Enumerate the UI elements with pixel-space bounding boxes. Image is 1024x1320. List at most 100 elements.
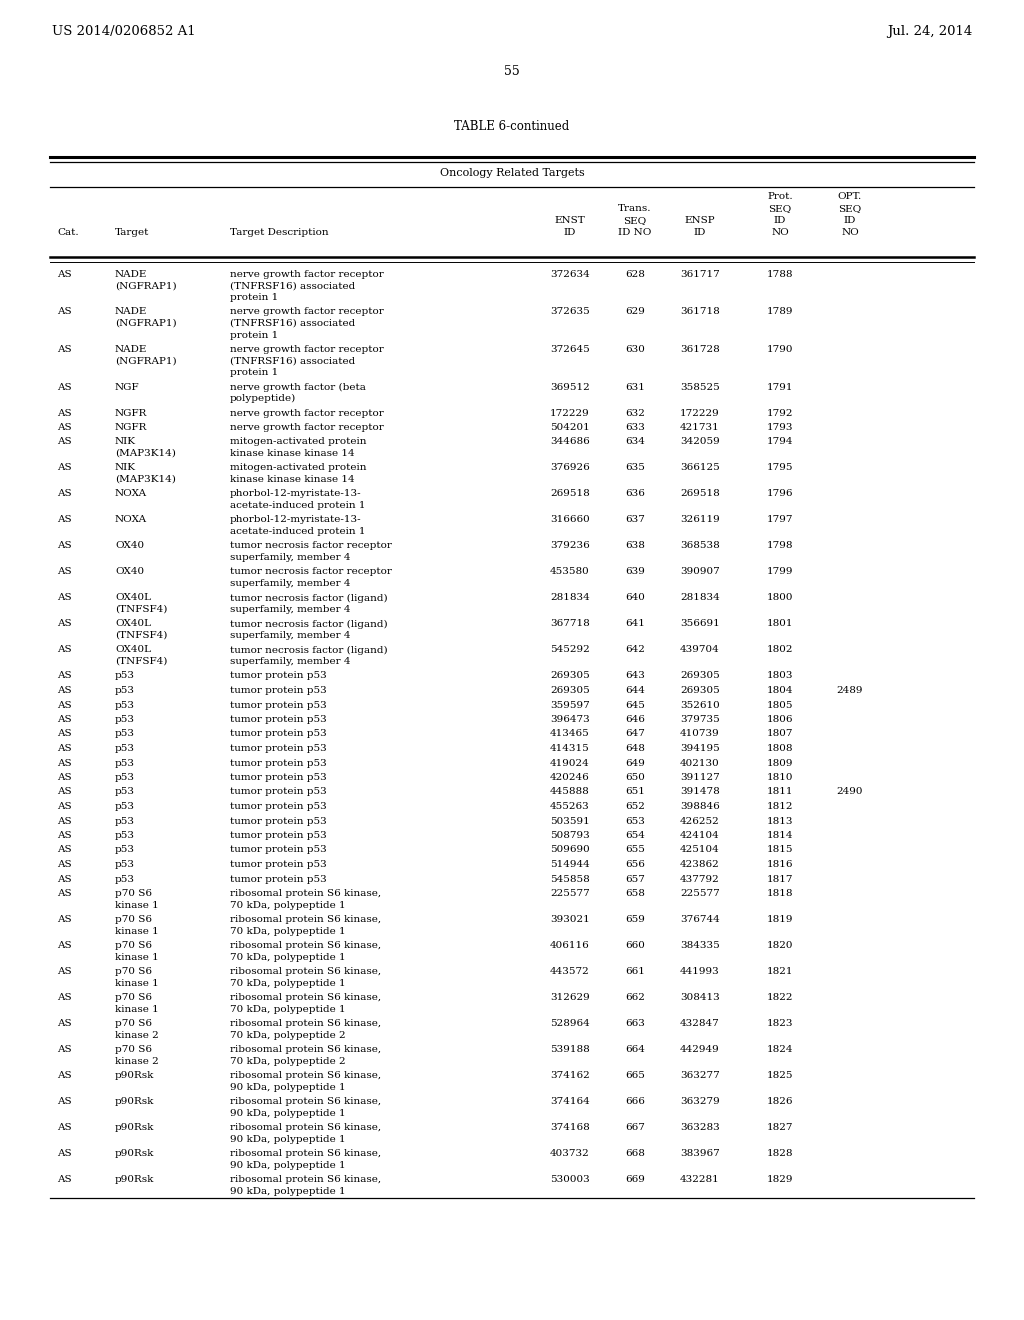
Text: ribosomal protein S6 kinase,: ribosomal protein S6 kinase, [230, 1148, 381, 1158]
Text: NOXA: NOXA [115, 516, 147, 524]
Text: 368538: 368538 [680, 541, 720, 550]
Text: AS: AS [57, 645, 72, 655]
Text: p90Rsk: p90Rsk [115, 1071, 155, 1080]
Text: 442949: 442949 [680, 1045, 720, 1053]
Text: 441993: 441993 [680, 968, 720, 975]
Text: 432281: 432281 [680, 1175, 720, 1184]
Text: AS: AS [57, 422, 72, 432]
Text: AS: AS [57, 915, 72, 924]
Text: 1800: 1800 [767, 594, 794, 602]
Text: 70 kDa, polypeptide 1: 70 kDa, polypeptide 1 [230, 927, 346, 936]
Text: 1816: 1816 [767, 861, 794, 869]
Text: Target Description: Target Description [230, 228, 329, 238]
Text: 1825: 1825 [767, 1071, 794, 1080]
Text: 372634: 372634 [550, 271, 590, 279]
Text: 269305: 269305 [680, 672, 720, 681]
Text: Prot.: Prot. [767, 191, 793, 201]
Text: ribosomal protein S6 kinase,: ribosomal protein S6 kinase, [230, 1071, 381, 1080]
Text: 660: 660 [625, 941, 645, 950]
Text: tumor protein p53: tumor protein p53 [230, 715, 327, 723]
Text: ribosomal protein S6 kinase,: ribosomal protein S6 kinase, [230, 1175, 381, 1184]
Text: OX40L: OX40L [115, 619, 151, 628]
Text: nerve growth factor receptor: nerve growth factor receptor [230, 271, 384, 279]
Text: phorbol-12-myristate-13-: phorbol-12-myristate-13- [230, 490, 361, 499]
Text: 650: 650 [625, 774, 645, 781]
Text: 1815: 1815 [767, 846, 794, 854]
Text: kinase 1: kinase 1 [115, 1005, 159, 1014]
Text: 421731: 421731 [680, 422, 720, 432]
Text: 361717: 361717 [680, 271, 720, 279]
Text: polypeptide): polypeptide) [230, 393, 296, 403]
Text: AS: AS [57, 271, 72, 279]
Text: kinase kinase kinase 14: kinase kinase kinase 14 [230, 449, 354, 458]
Text: 172229: 172229 [680, 408, 720, 417]
Text: 629: 629 [625, 308, 645, 317]
Text: 372645: 372645 [550, 345, 590, 354]
Text: tumor necrosis factor (ligand): tumor necrosis factor (ligand) [230, 645, 388, 655]
Text: NIK: NIK [115, 463, 136, 473]
Text: 1811: 1811 [767, 788, 794, 796]
Text: AS: AS [57, 888, 72, 898]
Text: 643: 643 [625, 672, 645, 681]
Text: tumor necrosis factor receptor: tumor necrosis factor receptor [230, 541, 392, 550]
Text: 414315: 414315 [550, 744, 590, 752]
Text: p53: p53 [115, 803, 135, 810]
Text: ribosomal protein S6 kinase,: ribosomal protein S6 kinase, [230, 993, 381, 1002]
Text: AS: AS [57, 345, 72, 354]
Text: 1822: 1822 [767, 993, 794, 1002]
Text: (MAP3K14): (MAP3K14) [115, 475, 176, 484]
Text: 352610: 352610 [680, 701, 720, 710]
Text: AS: AS [57, 968, 72, 975]
Text: 70 kDa, polypeptide 1: 70 kDa, polypeptide 1 [230, 900, 346, 909]
Text: 1814: 1814 [767, 832, 794, 840]
Text: 419024: 419024 [550, 759, 590, 767]
Text: 369512: 369512 [550, 383, 590, 392]
Text: p70 S6: p70 S6 [115, 993, 152, 1002]
Text: SEQ: SEQ [839, 205, 861, 213]
Text: 374168: 374168 [550, 1123, 590, 1133]
Text: 1791: 1791 [767, 383, 794, 392]
Text: 402130: 402130 [680, 759, 720, 767]
Text: 514944: 514944 [550, 861, 590, 869]
Text: 661: 661 [625, 968, 645, 975]
Text: OX40: OX40 [115, 541, 144, 550]
Text: 225577: 225577 [680, 888, 720, 898]
Text: AS: AS [57, 701, 72, 710]
Text: 406116: 406116 [550, 941, 590, 950]
Text: 367718: 367718 [550, 619, 590, 628]
Text: 647: 647 [625, 730, 645, 738]
Text: 659: 659 [625, 915, 645, 924]
Text: nerve growth factor (beta: nerve growth factor (beta [230, 383, 366, 392]
Text: 1802: 1802 [767, 645, 794, 655]
Text: 269305: 269305 [550, 672, 590, 681]
Text: ID: ID [694, 228, 707, 238]
Text: ribosomal protein S6 kinase,: ribosomal protein S6 kinase, [230, 1045, 381, 1053]
Text: 363279: 363279 [680, 1097, 720, 1106]
Text: 509690: 509690 [550, 846, 590, 854]
Text: 437792: 437792 [680, 874, 720, 883]
Text: (TNFSF4): (TNFSF4) [115, 657, 167, 667]
Text: 384335: 384335 [680, 941, 720, 950]
Text: tumor necrosis factor (ligand): tumor necrosis factor (ligand) [230, 619, 388, 628]
Text: 1806: 1806 [767, 715, 794, 723]
Text: 312629: 312629 [550, 993, 590, 1002]
Text: NADE: NADE [115, 271, 147, 279]
Text: 503591: 503591 [550, 817, 590, 825]
Text: 413465: 413465 [550, 730, 590, 738]
Text: SEQ: SEQ [624, 216, 646, 224]
Text: phorbol-12-myristate-13-: phorbol-12-myristate-13- [230, 516, 361, 524]
Text: 651: 651 [625, 788, 645, 796]
Text: AS: AS [57, 1045, 72, 1053]
Text: p70 S6: p70 S6 [115, 915, 152, 924]
Text: 281834: 281834 [680, 594, 720, 602]
Text: 316660: 316660 [550, 516, 590, 524]
Text: tumor protein p53: tumor protein p53 [230, 874, 327, 883]
Text: 1794: 1794 [767, 437, 794, 446]
Text: 356691: 356691 [680, 619, 720, 628]
Text: AS: AS [57, 832, 72, 840]
Text: 504201: 504201 [550, 422, 590, 432]
Text: 379236: 379236 [550, 541, 590, 550]
Text: 426252: 426252 [680, 817, 720, 825]
Text: ribosomal protein S6 kinase,: ribosomal protein S6 kinase, [230, 1123, 381, 1133]
Text: 70 kDa, polypeptide 1: 70 kDa, polypeptide 1 [230, 953, 346, 961]
